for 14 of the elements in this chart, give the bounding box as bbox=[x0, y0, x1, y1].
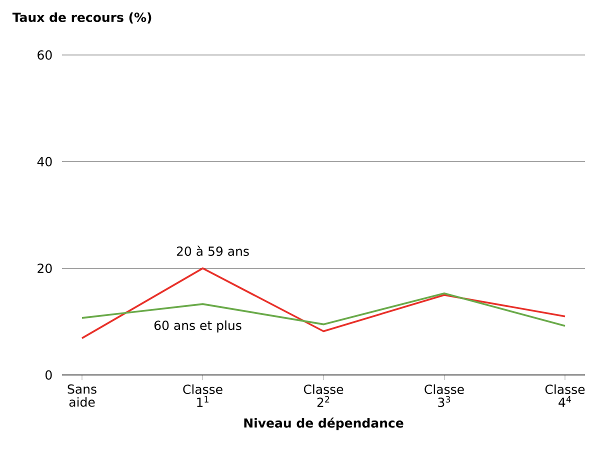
line-series bbox=[81, 267, 566, 340]
x-axis-title: Niveau de dépendance bbox=[244, 418, 404, 430]
x-tick-label: Classe 1$^{1}$ bbox=[183, 384, 222, 407]
y-axis-title: Taux de recours (%) bbox=[12, 12, 152, 24]
x-tick-label: Classe 2$^{2}$ bbox=[304, 384, 344, 407]
y-tick-label: 0 bbox=[46, 370, 52, 380]
series-label: 20 à 59 ans bbox=[176, 246, 249, 256]
series-label: 60 ans et plus bbox=[154, 320, 242, 333]
x-tick-label: Classe 4$^{4}$ bbox=[545, 384, 585, 407]
x-tick-label: Sans aide bbox=[68, 384, 96, 407]
y-tick-label: 60 bbox=[38, 50, 52, 60]
y-tick-label: 20 bbox=[38, 264, 52, 274]
y-tick-label: 40 bbox=[37, 156, 52, 166]
x-tick-label: Classe 3$^{3}$ bbox=[424, 384, 464, 408]
